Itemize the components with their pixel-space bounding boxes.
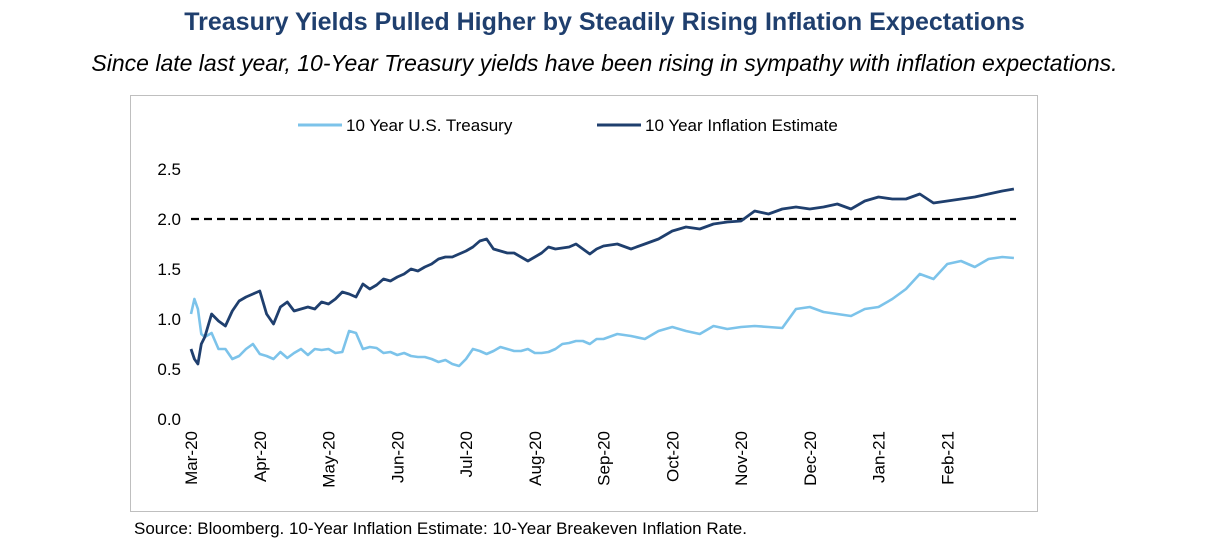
y-tick-label: 2.5 bbox=[157, 160, 181, 179]
x-tick-label: Jun-20 bbox=[388, 431, 407, 483]
legend-label: 10 Year U.S. Treasury bbox=[346, 116, 513, 135]
x-tick-label: Jan-21 bbox=[870, 431, 889, 483]
series-line-treasury bbox=[189, 255, 1015, 368]
x-tick-label: Oct-20 bbox=[663, 431, 682, 482]
x-tick-label: May-20 bbox=[320, 431, 339, 488]
y-tick-label: 0.5 bbox=[157, 360, 181, 379]
x-tick-label: Feb-21 bbox=[938, 431, 957, 485]
source-note: Source: Bloomberg. 10-Year Inflation Est… bbox=[134, 519, 747, 538]
y-tick-label: 1.0 bbox=[157, 310, 181, 329]
y-tick-label: 0.0 bbox=[157, 410, 181, 429]
series-line-inflation bbox=[189, 187, 1015, 366]
legend-label: 10 Year Inflation Estimate bbox=[645, 116, 838, 135]
x-tick-label: Sep-20 bbox=[595, 431, 614, 486]
line-chart: 0.0 0.5 1.0 1.5 2.0 2.5 Mar-20 Apr-20 May-20 Jun-… bbox=[157, 116, 1016, 488]
y-tick-label: 1.5 bbox=[157, 260, 181, 279]
x-tick-label: Aug-20 bbox=[526, 431, 545, 486]
y-tick-label: 2.0 bbox=[157, 210, 181, 229]
chart-title: Treasury Yields Pulled Higher by Steadil… bbox=[184, 8, 1025, 36]
chart-subtitle: Since late last year, 10-Year Treasury y… bbox=[91, 50, 1118, 76]
x-tick-label: Dec-20 bbox=[801, 431, 820, 486]
x-tick-label: Jul-20 bbox=[457, 431, 476, 477]
chart-frame: 0.0 0.5 1.0 1.5 2.0 2.5 Mar-20 Apr-20 May-20 Jun-… bbox=[130, 95, 1038, 512]
x-tick-label: Apr-20 bbox=[251, 431, 270, 482]
x-tick-label: Nov-20 bbox=[732, 431, 751, 486]
x-tick-label: Mar-20 bbox=[182, 431, 201, 485]
